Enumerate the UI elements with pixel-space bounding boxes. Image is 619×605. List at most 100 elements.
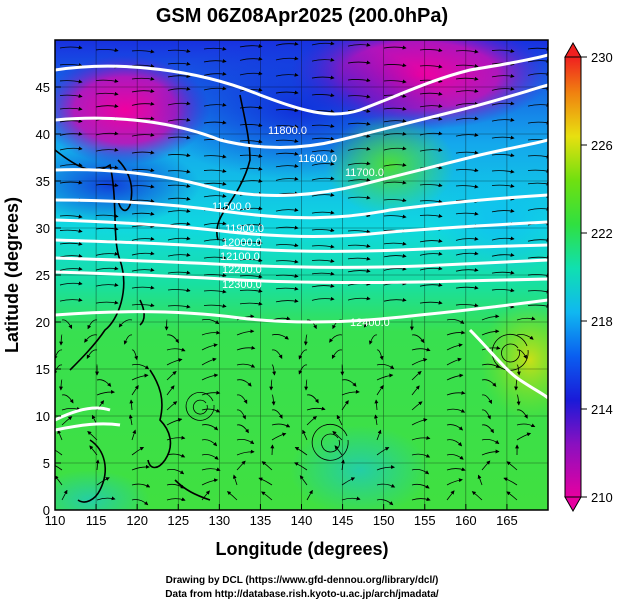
- streamline: [455, 88, 479, 93]
- streamline: [59, 180, 83, 185]
- streamline: [419, 238, 443, 243]
- streamline: [311, 210, 335, 215]
- contour-label: 12400.0: [350, 317, 390, 329]
- colorbar-tick-label: 218: [591, 314, 613, 329]
- x-tick-label: 150: [373, 513, 395, 528]
- eddy-streamline: [311, 423, 349, 461]
- streamline: [334, 445, 343, 456]
- contour-label: 11600.0: [298, 153, 337, 165]
- contour-label: 12000.0: [222, 237, 262, 249]
- streamline: [275, 207, 299, 212]
- contour-labels: 11500.0 11600.0 11700.0 11800.0 11900.0 …: [212, 125, 390, 329]
- streamline: [239, 258, 263, 263]
- streamline: [84, 334, 98, 343]
- streamline: [411, 483, 430, 489]
- streamline: [61, 489, 68, 501]
- streamline: [128, 414, 133, 426]
- streamline: [419, 251, 443, 256]
- streamline: [471, 491, 483, 501]
- streamline: [239, 44, 263, 48]
- streamline: [303, 334, 308, 346]
- streamline: [383, 106, 407, 111]
- streamline: [95, 131, 119, 136]
- colorbar-tick-label: 230: [591, 50, 613, 65]
- streamline: [201, 439, 218, 447]
- coast-borneo: [77, 439, 106, 503]
- streamline: [299, 475, 308, 486]
- streamline: [201, 357, 217, 366]
- streamline: [481, 449, 500, 456]
- streamline: [455, 267, 479, 272]
- streamline: [491, 208, 515, 213]
- streamline: [261, 491, 273, 501]
- streamline: [166, 334, 179, 344]
- streamline: [311, 176, 335, 181]
- streamline: [95, 251, 119, 256]
- streamline: [419, 48, 443, 53]
- shading-cyan-east: [430, 165, 548, 275]
- streamline: [341, 379, 357, 387]
- streamline: [59, 119, 83, 123]
- streamline: [383, 45, 407, 50]
- streamline: [131, 184, 155, 189]
- streamline: [383, 118, 407, 123]
- streamline: [446, 357, 462, 366]
- streamline: [491, 135, 515, 140]
- plot-area: 11500.0 11600.0 11700.0 11800.0 11900.0 …: [55, 40, 548, 510]
- streamline: [55, 364, 63, 375]
- streamlines: [55, 41, 548, 506]
- streamline: [298, 349, 308, 360]
- streamline: [306, 416, 317, 426]
- streamline: [383, 241, 407, 246]
- streamline: [271, 423, 291, 428]
- streamline: [527, 58, 548, 63]
- streamline: [59, 229, 83, 233]
- streamline: [455, 116, 479, 121]
- streamline: [347, 78, 371, 83]
- shading-cyan-south: [290, 425, 430, 510]
- streamline: [203, 303, 227, 308]
- streamline: [481, 329, 500, 336]
- streamline: [383, 214, 407, 219]
- contour-line: [55, 83, 548, 149]
- streamline: [59, 241, 83, 246]
- streamline: [455, 150, 479, 155]
- streamline: [446, 408, 466, 413]
- streamline: [131, 483, 151, 488]
- streamline: [527, 71, 548, 76]
- streamline: [96, 496, 116, 501]
- streamline: [311, 41, 335, 46]
- streamline: [201, 330, 221, 336]
- streamline: [383, 253, 407, 258]
- streamline: [167, 196, 191, 201]
- streamline: [203, 169, 227, 173]
- streamline: [167, 304, 191, 309]
- streamline: [411, 358, 428, 366]
- streamline: [491, 101, 515, 106]
- streamline: [167, 61, 191, 66]
- streamline: [491, 49, 515, 53]
- streamline: [455, 303, 479, 308]
- contour-line: [55, 422, 121, 432]
- x-tick-label: 155: [414, 513, 436, 528]
- streamline: [341, 400, 349, 411]
- x-tick-label: 160: [455, 513, 477, 528]
- streamline: [59, 379, 64, 391]
- streamline: [347, 256, 371, 261]
- streamline: [87, 431, 98, 441]
- streamline: [239, 139, 263, 144]
- contour-label: 12100.0: [220, 251, 260, 263]
- x-tick-label: 145: [332, 513, 354, 528]
- streamline: [491, 236, 515, 241]
- streamline: [516, 349, 527, 360]
- streamline: [203, 102, 227, 107]
- streamline: [167, 208, 191, 213]
- height-contours: [55, 53, 548, 432]
- streamline: [419, 103, 443, 108]
- streamline: [383, 266, 407, 271]
- streamline: [311, 57, 335, 62]
- streamline: [271, 409, 283, 419]
- streamline: [203, 273, 227, 278]
- streamline: [527, 237, 548, 242]
- y-tick-label: 10: [36, 409, 50, 424]
